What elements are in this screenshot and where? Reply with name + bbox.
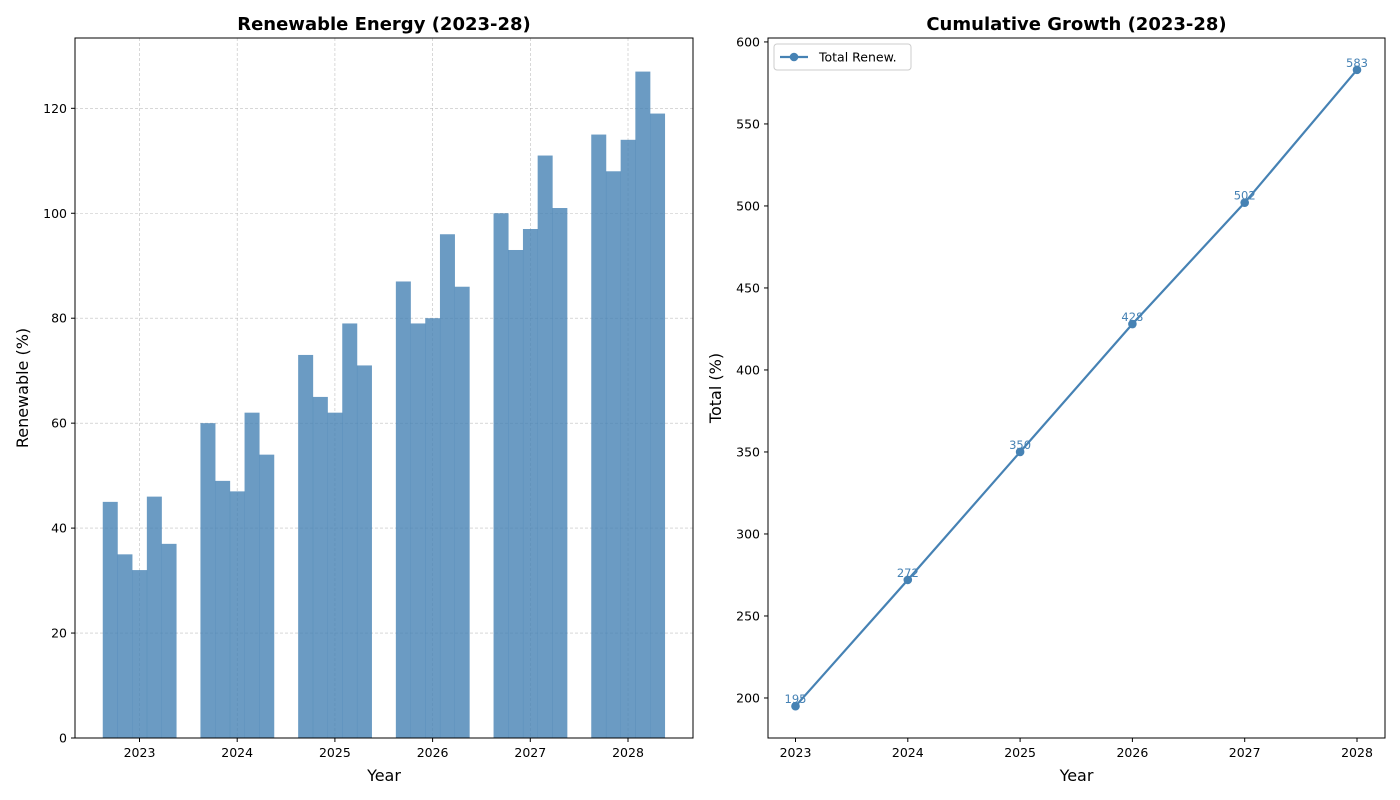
bar [620,139,636,739]
bar [161,543,177,738]
y-tick-label: 80 [51,311,67,326]
bar [102,501,118,738]
bar [342,323,358,738]
bar [244,412,260,738]
bar [298,354,314,738]
bar [650,113,666,739]
bar [635,71,651,739]
bar [146,496,162,738]
plot-frame [767,37,1386,739]
line-chart-cumulative-growth: 195 272 350 428 502 583 200 250 300 350 400 450 500 5… [706,14,1386,785]
bar [117,554,133,738]
bar [591,134,607,738]
data-label: 350 [1009,438,1031,452]
x-tick-label: 2024 [221,745,253,760]
y-tick-label: 500 [736,198,760,213]
x-tick-label: 2023 [780,745,812,760]
data-point [791,701,800,711]
legend-box [773,43,912,71]
x-tick-label: 2025 [319,745,351,760]
bar [259,454,275,738]
bars [102,71,666,739]
bar [410,323,426,738]
legend-label: Total Renew. [818,50,897,65]
y-tick-label: 300 [736,526,760,541]
legend: Total Renew. [773,43,912,71]
legend-marker [789,52,799,62]
y-tick-label: 0 [59,731,67,746]
y-tick-label: 350 [736,444,760,459]
chart-title: Renewable Energy (2023-28) [237,14,531,35]
y-tick-label: 200 [736,690,760,705]
data-points [791,65,1362,711]
y-tick-label: 100 [43,206,67,221]
y-axis-label: Total (%) [706,353,725,424]
data-label: 272 [897,566,919,580]
x-tick-label: 2024 [892,745,924,760]
data-label: 502 [1234,189,1256,203]
y-tick-label: 120 [43,101,67,116]
bar [552,208,568,738]
data-point [1240,198,1249,207]
bar [454,286,470,738]
bar [356,365,372,738]
series-line-total-renew [794,69,1358,707]
y-tick-label: 450 [736,280,760,295]
x-tick-label: 2028 [612,745,644,760]
y-tick-label: 550 [736,116,760,131]
x-axis-label: Year [366,766,401,785]
y-tick-label: 60 [51,416,67,431]
plot-frame [74,37,694,739]
bar [425,318,441,738]
data-labels: 195 272 350 428 502 583 [785,56,1368,706]
x-tick-label: 2023 [124,745,156,760]
bar [522,229,538,738]
bar [508,249,524,738]
bar [229,491,245,738]
data-point [1128,319,1137,329]
bar [395,281,411,738]
x-tick-label: 2026 [417,745,449,760]
data-label: 583 [1346,56,1368,70]
data-point [1015,447,1025,457]
y-tick-label: 600 [736,34,760,49]
bar-chart-renewable-energy: 0 20 40 60 80 100 120 2023 2024 2025 2026 2027 2028 R… [13,14,694,785]
x-tick-label: 2027 [1229,745,1261,760]
data-point [903,575,913,585]
x-tick-label: 2025 [1004,745,1036,760]
bar [327,412,343,738]
y-tick-label: 400 [736,362,760,377]
y-tick-label: 250 [736,608,760,623]
y-tick-label: 20 [51,626,67,641]
x-tick-label: 2028 [1341,745,1373,760]
y-tick-label: 40 [51,521,67,536]
bar [312,396,328,738]
y-axis-label: Renewable (%) [13,328,32,448]
x-tick-label: 2027 [514,745,546,760]
data-label: 428 [1121,310,1143,324]
x-axis-label: Year [1059,766,1094,785]
bar [132,570,148,738]
bar [200,423,216,738]
bar [215,480,231,738]
bar [439,234,455,738]
x-tick-label: 2026 [1116,745,1148,760]
bar [493,213,509,738]
chart-title: Cumulative Growth (2023-28) [926,14,1226,35]
bar [537,155,553,738]
data-point [1352,65,1362,75]
bar [605,171,621,739]
data-label: 195 [785,692,807,706]
